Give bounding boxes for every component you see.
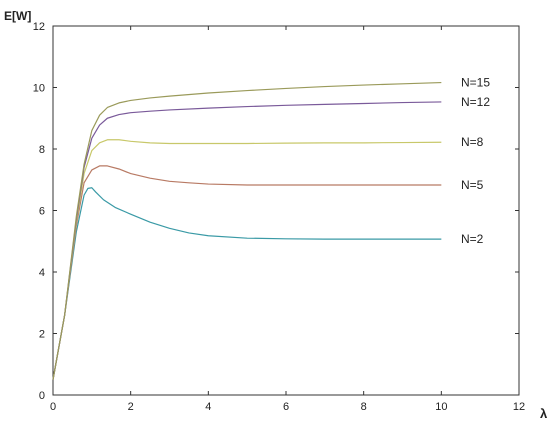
series-label: N=5 <box>461 178 484 192</box>
series-lines <box>52 81 442 380</box>
x-tick-label: 8 <box>361 401 367 413</box>
x-tick-label: 4 <box>205 401 211 413</box>
series-label: N=8 <box>461 135 484 149</box>
y-axis-label: E[W] <box>4 9 31 23</box>
series-label: N=12 <box>461 95 490 109</box>
series-line-n-8 <box>52 139 442 380</box>
series-line-n-5 <box>52 165 442 380</box>
plot-frame <box>52 25 520 396</box>
series-line-n-2 <box>52 187 442 380</box>
x-tick-label: 6 <box>283 401 289 413</box>
x-tick-label: 12 <box>513 401 525 413</box>
x-tick-label: 0 <box>50 401 56 413</box>
y-tick-label: 0 <box>39 390 45 402</box>
series-label: N=15 <box>461 76 490 90</box>
y-tick-label: 6 <box>39 206 45 218</box>
y-tick-label: 4 <box>39 267 45 279</box>
y-tick-label: 12 <box>33 21 45 33</box>
y-tick-label: 8 <box>39 144 45 156</box>
axis-ticks: 0 2 4 6 8 10 12 0 2 4 6 8 10 12 <box>33 21 525 413</box>
x-tick-label: 2 <box>128 401 134 413</box>
series-label: N=2 <box>461 232 484 246</box>
y-tick-label: 10 <box>33 83 45 95</box>
series-line-n-15 <box>52 81 442 380</box>
y-tick-label: 2 <box>39 329 45 341</box>
x-tick-label: 10 <box>435 401 447 413</box>
series-labels: N=2 N=5 N=8 N=12 N=15 <box>461 76 490 247</box>
x-axis-label: λ <box>540 406 548 421</box>
